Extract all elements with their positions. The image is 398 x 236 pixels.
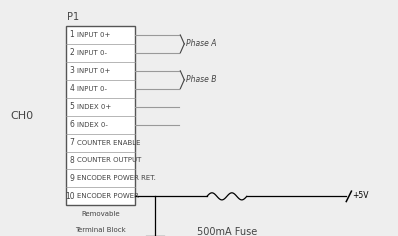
Text: Terminal Block: Terminal Block: [75, 227, 126, 232]
Text: INPUT 0+: INPUT 0+: [77, 32, 110, 38]
Text: CH0: CH0: [10, 111, 33, 121]
Text: COUNTER ENABLE: COUNTER ENABLE: [77, 139, 140, 146]
Text: INPUT 0-: INPUT 0-: [77, 86, 107, 92]
Text: INPUT 0+: INPUT 0+: [77, 68, 110, 74]
Text: 500mA Fuse: 500mA Fuse: [197, 227, 257, 236]
Bar: [66, 26, 135, 205]
Text: 5: 5: [70, 102, 74, 111]
Text: INDEX 0+: INDEX 0+: [77, 104, 111, 110]
Text: COUNTER OUTPUT: COUNTER OUTPUT: [77, 157, 141, 164]
Text: 6: 6: [70, 120, 74, 129]
Text: ENCODER POWER: ENCODER POWER: [77, 193, 139, 199]
Text: 7: 7: [70, 138, 74, 147]
Text: 8: 8: [70, 156, 74, 165]
Text: Phase B: Phase B: [186, 75, 217, 84]
Text: ENCODER POWER RET.: ENCODER POWER RET.: [77, 175, 156, 181]
Text: 1: 1: [70, 30, 74, 39]
Text: Removable: Removable: [81, 211, 120, 217]
Text: 3: 3: [70, 66, 74, 75]
Text: Phase A: Phase A: [186, 39, 217, 48]
Text: 9: 9: [70, 174, 74, 183]
Text: INPUT 0-: INPUT 0-: [77, 50, 107, 56]
Text: 2: 2: [70, 48, 74, 57]
Text: +5V: +5V: [353, 191, 369, 200]
Text: INDEX 0-: INDEX 0-: [77, 122, 108, 128]
Text: P1: P1: [67, 13, 79, 22]
Text: 10: 10: [65, 192, 74, 201]
Text: 4: 4: [70, 84, 74, 93]
